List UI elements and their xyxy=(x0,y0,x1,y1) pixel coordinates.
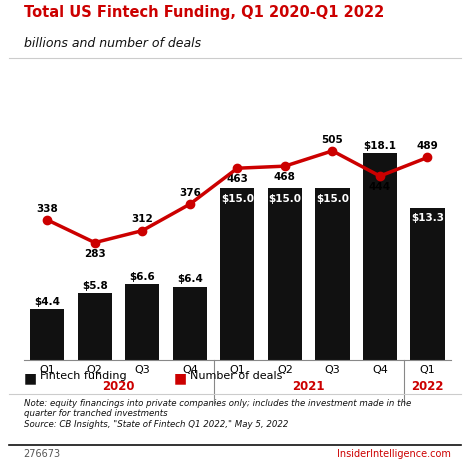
Text: 463: 463 xyxy=(227,175,248,184)
Text: 376: 376 xyxy=(179,188,201,198)
Text: 2021: 2021 xyxy=(292,380,325,393)
Text: 2020: 2020 xyxy=(102,380,135,393)
Text: InsiderIntelligence.com: InsiderIntelligence.com xyxy=(337,449,451,460)
Text: $15.0: $15.0 xyxy=(221,194,254,204)
Text: Fintech funding: Fintech funding xyxy=(40,371,126,381)
Bar xyxy=(220,189,254,360)
Text: 338: 338 xyxy=(36,204,58,213)
Text: 489: 489 xyxy=(416,141,439,151)
Text: $13.3: $13.3 xyxy=(411,213,444,224)
Bar xyxy=(315,189,350,360)
Bar xyxy=(30,309,64,360)
Text: 468: 468 xyxy=(274,172,296,183)
Text: 283: 283 xyxy=(84,249,106,259)
Text: 444: 444 xyxy=(369,183,391,192)
Text: $6.6: $6.6 xyxy=(129,272,155,282)
Text: Number of deals: Number of deals xyxy=(190,371,283,381)
Bar xyxy=(172,287,207,360)
Bar xyxy=(125,284,159,360)
Text: $6.4: $6.4 xyxy=(177,274,203,284)
Text: 505: 505 xyxy=(321,135,343,145)
Bar xyxy=(78,293,112,360)
Text: ■: ■ xyxy=(24,371,37,385)
Text: billions and number of deals: billions and number of deals xyxy=(24,37,201,50)
Text: ■: ■ xyxy=(174,371,187,385)
Text: Total US Fintech Funding, Q1 2020-Q1 2022: Total US Fintech Funding, Q1 2020-Q1 202… xyxy=(24,5,384,20)
Text: $5.8: $5.8 xyxy=(82,281,108,291)
Text: 312: 312 xyxy=(132,214,153,225)
Text: 2022: 2022 xyxy=(411,380,444,393)
Bar xyxy=(410,208,445,360)
Bar xyxy=(363,153,397,360)
Text: $15.0: $15.0 xyxy=(268,194,301,204)
Text: Note: equity financings into private companies only; includes the investment mad: Note: equity financings into private com… xyxy=(24,399,411,429)
Text: 276673: 276673 xyxy=(24,449,61,460)
Bar xyxy=(268,189,302,360)
Text: $18.1: $18.1 xyxy=(363,141,396,151)
Text: $15.0: $15.0 xyxy=(316,194,349,204)
Text: $4.4: $4.4 xyxy=(34,297,60,307)
